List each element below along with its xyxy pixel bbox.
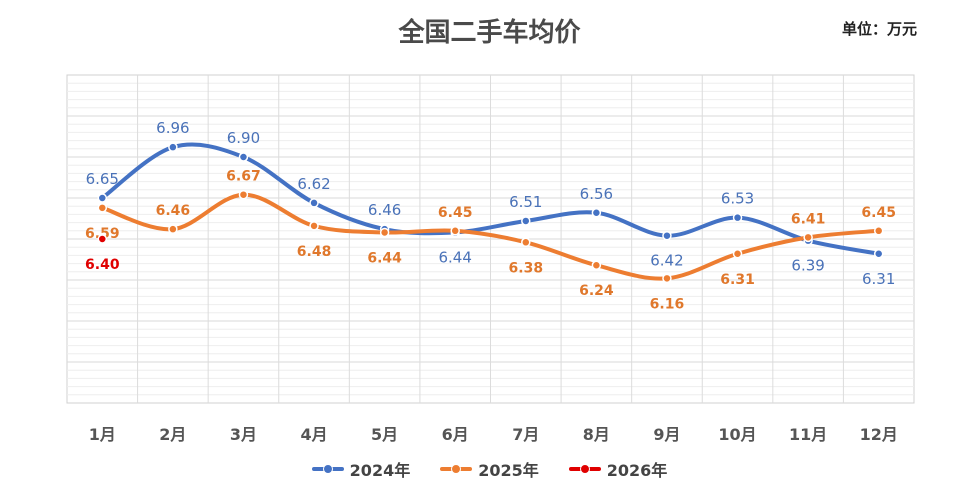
- data-label-2025年: 6.31: [720, 272, 755, 288]
- data-label-2024年: 6.42: [650, 252, 683, 270]
- chart-title: 全国二手车均价: [398, 18, 581, 48]
- data-label-2024年: 6.65: [86, 170, 119, 188]
- legend-label-2025: 2025年: [478, 461, 539, 480]
- data-label-2024年: 6.44: [439, 248, 472, 266]
- x-tick-label: 1月: [89, 425, 116, 444]
- legend-label-2024: 2024年: [349, 461, 411, 480]
- data-point-2025年: [873, 226, 884, 236]
- data-label-2025年: 6.46: [156, 203, 191, 219]
- x-tick-label: 4月: [300, 425, 327, 444]
- x-tick-label: 8月: [583, 425, 610, 444]
- unit-label: 单位：万元: [841, 20, 917, 38]
- x-tick-label: 3月: [230, 425, 257, 444]
- data-label-2025年: 6.38: [509, 260, 544, 276]
- x-tick-label: 10月: [718, 425, 756, 444]
- data-point-2024年: [732, 212, 743, 223]
- data-point-2025年: [591, 260, 602, 270]
- data-label-2024年: 6.90: [227, 129, 260, 147]
- data-point-2025年: [732, 249, 743, 259]
- data-point-2024年: [309, 198, 319, 208]
- legend-swatch-2025: [440, 464, 473, 474]
- x-tick-label: 7月: [512, 425, 539, 444]
- data-point-2025年: [168, 224, 178, 234]
- data-point-2024年: [168, 142, 178, 152]
- data-label-2024年: 6.46: [368, 201, 401, 219]
- x-tick-label: 2月: [159, 425, 186, 444]
- legend: 2024年 2025年 2026年: [0, 457, 979, 481]
- x-tick-label: 5月: [371, 425, 398, 444]
- data-label-2024年: 6.96: [156, 119, 189, 137]
- data-point-2025年: [309, 221, 319, 231]
- data-point-2024年: [662, 230, 672, 241]
- data-label-2024年: 6.53: [721, 190, 754, 208]
- data-label-2025年: 6.16: [650, 296, 685, 312]
- data-point-2025年: [450, 226, 460, 236]
- data-point-2024年: [97, 193, 108, 203]
- data-label-2026年: 6.40: [85, 257, 120, 273]
- x-tick-label: 12月: [860, 425, 898, 444]
- data-label-2024年: 6.39: [791, 257, 824, 275]
- data-point-2024年: [591, 208, 602, 218]
- data-label-2025年: 6.44: [367, 250, 402, 266]
- x-tick-label: 6月: [442, 425, 469, 444]
- data-label-2024年: 6.62: [297, 175, 330, 193]
- data-point-2025年: [238, 189, 249, 200]
- data-label-2025年: 6.24: [579, 283, 614, 299]
- x-tick-label: 9月: [653, 425, 680, 444]
- data-point-2025年: [379, 227, 390, 238]
- legend-swatch-2024: [311, 464, 344, 474]
- data-label-2025年: 6.45: [861, 205, 896, 221]
- legend-item-2026: 2026年: [568, 457, 668, 481]
- data-label-2024年: 6.56: [580, 185, 613, 203]
- data-point-2024年: [521, 216, 531, 226]
- data-point-2026年: [97, 234, 108, 244]
- data-point-2025年: [521, 237, 531, 248]
- data-point-2024年: [238, 152, 249, 162]
- data-label-2024年: 6.31: [862, 270, 895, 288]
- legend-item-2025: 2025年: [440, 457, 539, 481]
- data-label-2025年: 6.59: [85, 226, 120, 242]
- data-label-2025年: 6.48: [297, 244, 332, 260]
- data-label-2025年: 6.41: [791, 211, 826, 227]
- data-point-2024年: [873, 249, 884, 259]
- data-label-2025年: 6.67: [226, 169, 261, 185]
- data-label-2024年: 6.51: [509, 193, 542, 211]
- x-tick-label: 11月: [789, 425, 827, 444]
- data-label-2025年: 6.45: [438, 205, 473, 221]
- legend-swatch-2026: [568, 464, 601, 474]
- data-point-2025年: [97, 203, 108, 213]
- data-point-2025年: [662, 273, 672, 284]
- legend-item-2024: 2024年: [311, 457, 411, 481]
- data-point-2025年: [803, 232, 813, 243]
- legend-label-2026: 2026年: [606, 461, 668, 480]
